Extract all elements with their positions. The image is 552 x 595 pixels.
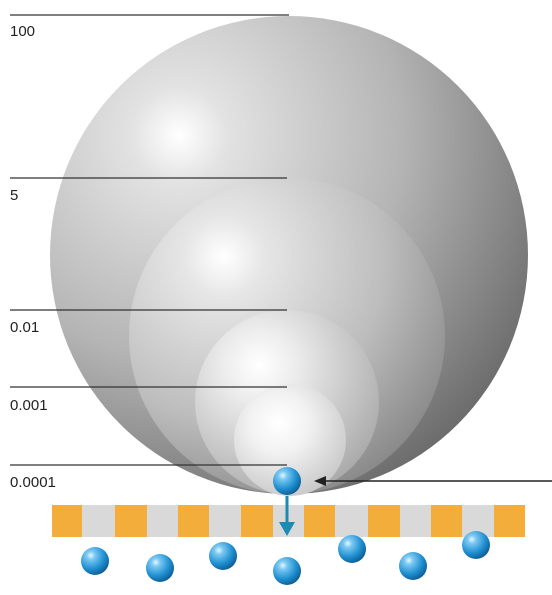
scale-lines <box>10 14 289 466</box>
particle <box>462 531 490 559</box>
scale-label-100: 100 <box>10 23 36 40</box>
particle <box>399 552 427 580</box>
membrane-block <box>52 505 82 537</box>
scale-label-0-0001: 0.0001 <box>10 474 56 491</box>
membrane-block <box>178 505 209 537</box>
membrane-block <box>304 505 335 537</box>
membrane-block <box>431 505 462 537</box>
particles-below <box>81 531 490 585</box>
particle <box>81 547 109 575</box>
membrane-block <box>115 505 147 537</box>
membrane-block <box>368 505 400 537</box>
particle <box>146 554 174 582</box>
scale-label-5: 5 <box>10 187 19 204</box>
arrow-down-icon <box>279 496 295 536</box>
membrane-block <box>241 505 273 537</box>
particle <box>209 542 237 570</box>
particle <box>338 535 366 563</box>
particle-contact <box>273 467 301 495</box>
particle <box>273 557 301 585</box>
sphere-0-001 <box>234 384 346 496</box>
scale-label-0-001: 0.001 <box>10 397 48 414</box>
scale-label-0-01: 0.01 <box>10 319 40 336</box>
pointer-arrow-icon <box>314 476 552 486</box>
membrane-block <box>494 505 525 537</box>
